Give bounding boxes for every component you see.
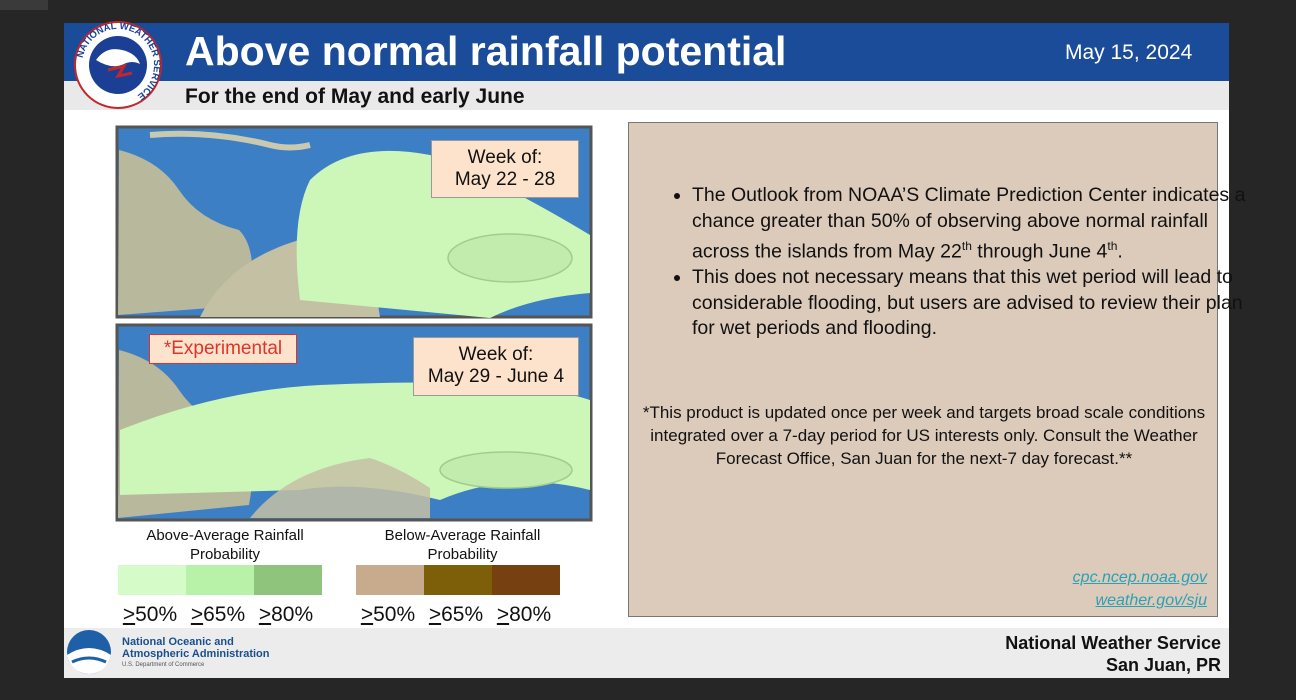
label-line: May 22 - 28: [454, 169, 556, 190]
superscript: th: [961, 239, 972, 253]
label-line: Week of:: [467, 147, 543, 168]
legend-symbol: >: [122, 603, 136, 626]
legend-symbol: >: [190, 603, 204, 626]
legend-symbol: >: [496, 603, 510, 626]
legend-swatch: [118, 565, 186, 595]
superscript: th: [1107, 239, 1118, 253]
legend-value: 65%: [441, 603, 484, 626]
legend-label: >80%: [490, 603, 558, 627]
legend-value: 80%: [271, 603, 314, 626]
bullet-text: through June 4: [971, 240, 1108, 263]
link[interactable]: weather.gov/sju: [1095, 592, 1207, 609]
map-label: Week of: May 22 - 28: [431, 140, 579, 198]
bullet-list: The Outlook from NOAA’S Climate Predicti…: [649, 183, 1247, 342]
bullet-text: .: [1117, 240, 1123, 263]
noaa-dept: U.S. Department of Commerce: [122, 662, 205, 668]
legend-value: 65%: [203, 603, 246, 626]
window-tab: [0, 0, 48, 10]
bullet-text: This does not necessary means that this …: [692, 266, 1243, 339]
legend-value: 50%: [135, 603, 178, 626]
link[interactable]: cpc.ncep.noaa.gov: [1072, 569, 1207, 586]
footer-band: [64, 628, 1229, 678]
legend-symbol: >: [428, 603, 442, 626]
legend-label: >80%: [252, 603, 320, 627]
legend-label: >65%: [184, 603, 252, 627]
legend-value: 50%: [373, 603, 416, 626]
legend-label: >65%: [422, 603, 490, 627]
bullet: This does not necessary means that this …: [692, 265, 1247, 342]
legend-label: >50%: [354, 603, 422, 627]
legend-title: Above-Average Rainfall Probability: [146, 527, 304, 563]
note: *This product is updated once per week a…: [642, 403, 1206, 468]
noaa-name: Atmospheric Administration: [122, 648, 270, 660]
legend-swatch: [492, 565, 560, 595]
label-line: Week of:: [458, 344, 534, 365]
date: May 15, 2024: [1065, 41, 1193, 64]
legend-swatch: [254, 565, 322, 595]
legend-value: 80%: [509, 603, 552, 626]
legend-swatch: [424, 565, 492, 595]
experimental-tag: *Experimental: [149, 334, 297, 364]
label-line: May 29 - June 4: [427, 366, 565, 387]
noaa-logo: [67, 630, 111, 674]
title: Above normal rainfall potential: [185, 28, 787, 74]
legend-symbol: >: [258, 603, 272, 626]
subtitle: For the end of May and early June: [185, 85, 525, 108]
info-box: The Outlook from NOAA’S Climate Predicti…: [628, 122, 1245, 617]
legend-symbol: >: [360, 603, 374, 626]
office-name: National Weather Service: [1005, 633, 1221, 653]
subtitle-band: [64, 81, 1229, 110]
legend-swatch: [356, 565, 424, 595]
legend-swatch: [186, 565, 254, 595]
legend-title: Below-Average Rainfall Probability: [384, 527, 541, 563]
noaa-name: National Oceanic and: [122, 636, 234, 648]
bullet: The Outlook from NOAA’S Climate Predicti…: [692, 183, 1247, 265]
map-label: Week of: May 29 - June 4: [413, 337, 579, 396]
bullet-text: The Outlook from NOAA’S Climate Predicti…: [692, 184, 1246, 263]
header-band: [64, 23, 1229, 81]
nws-logo: NATIONAL WEATHER SERVICE: [74, 21, 162, 109]
office-location: San Juan, PR: [1105, 655, 1221, 675]
legend-label: >50%: [116, 603, 184, 627]
